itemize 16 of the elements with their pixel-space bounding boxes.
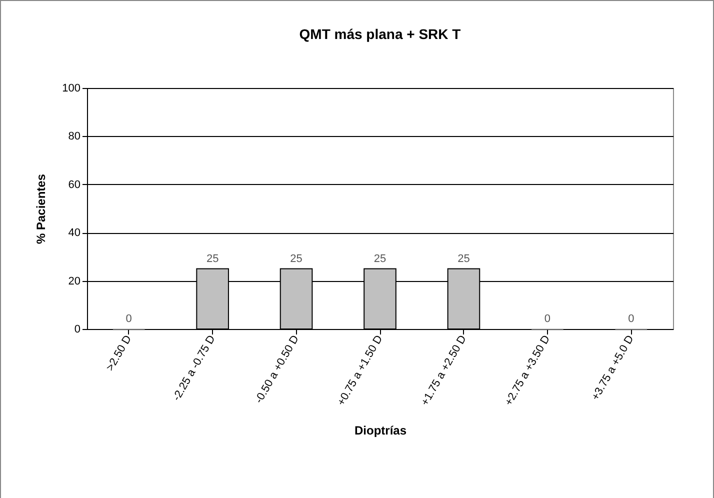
data-label: 0 [544,313,550,325]
data-label: 25 [206,252,219,265]
data-label: 25 [458,252,470,265]
y-tick-label: 0 [74,324,80,336]
y-tick-label: 20 [68,275,80,288]
data-label: 25 [374,252,386,265]
data-label: 0 [628,313,634,325]
data-label: 25 [290,252,302,265]
y-axis-title: % Pacientes [34,174,48,244]
y-tick-label: 100 [62,82,80,94]
y-tick-label: 60 [68,178,80,191]
y-tick-label: 40 [68,227,80,240]
chart-title: QMT más plana + SRK T [299,26,462,42]
x-axis-title: Dioptrías [354,423,407,438]
data-label: 0 [126,313,132,325]
y-tick-label: 80 [68,130,80,143]
